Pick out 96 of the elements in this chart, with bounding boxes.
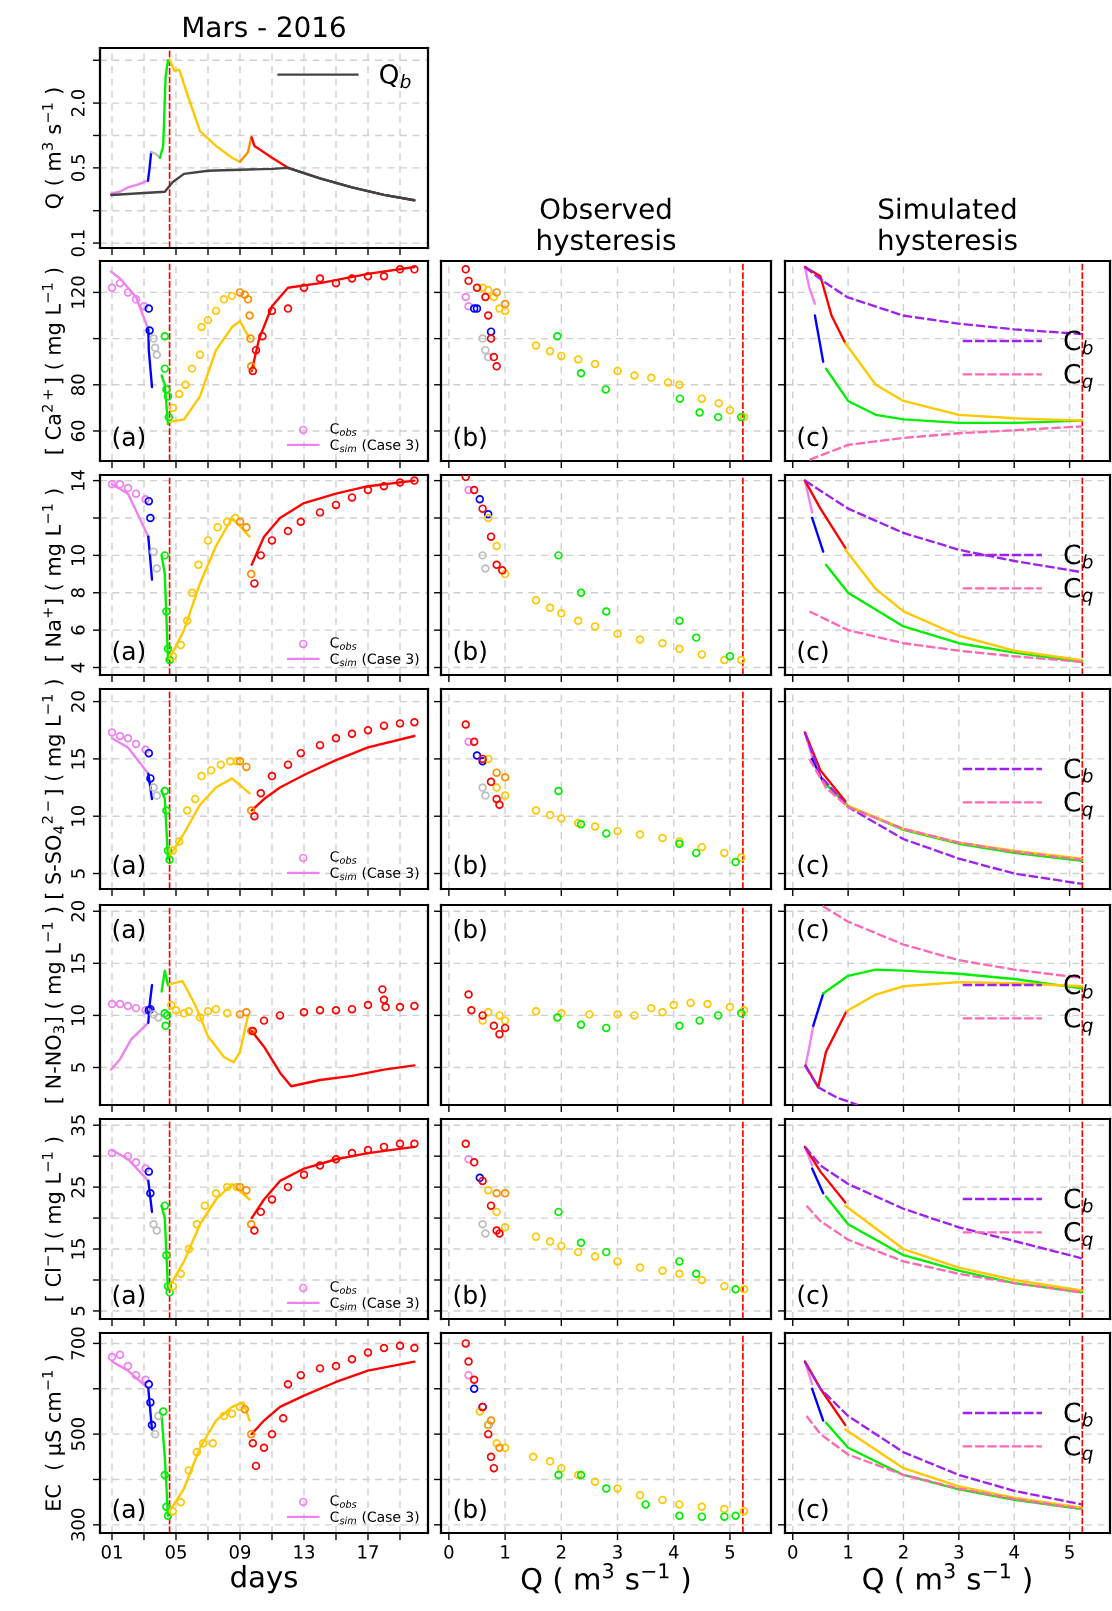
x-tick-label: 5 <box>1065 1545 1074 1559</box>
y-tick-label: 700 <box>71 1327 85 1360</box>
legend-label: C$_{sim}$ (Case 3) <box>330 867 419 881</box>
y-tick-label: 300 <box>71 1508 85 1541</box>
annotation: (c) <box>798 1284 828 1308</box>
annotation: (a) <box>113 1498 145 1522</box>
y-tick-label: 15 <box>71 1239 85 1259</box>
x-tick-label: 1 <box>844 1545 853 1559</box>
y-tick-label: 4 <box>71 662 85 673</box>
annotation: (b) <box>454 426 486 450</box>
legend-label: C$_{sim}$ (Case 3) <box>330 1297 419 1311</box>
annotation: (b) <box>454 854 486 878</box>
x-tick-label: 17 <box>358 1545 378 1559</box>
x-tick-label: 0 <box>788 1545 798 1559</box>
legend-label: C$_{b}$ <box>1064 758 1093 783</box>
y-axis-title: [ Ca$^{2+}$] ( mg L$^{−1}$ ) <box>41 268 65 454</box>
x-tick-label: 09 <box>229 1545 251 1559</box>
x-axis-title: Q ( m$^{3}$ s$^{−1}$ ) <box>521 1563 690 1594</box>
y-tick-label: 60 <box>71 420 85 442</box>
x-axis-title: Q ( m$^{3}$ s$^{−1}$ ) <box>863 1563 1031 1594</box>
y-tick-label: 35 <box>71 1115 85 1136</box>
chart-title: Simulated hysteresis <box>879 197 1017 256</box>
y-axis-title: Q ( m$^{3}$ s$^{−1}$ ) <box>41 88 64 209</box>
legend-label: C$_{b}$ <box>1064 1402 1093 1427</box>
y-tick-label: 15 <box>71 749 85 769</box>
legend-label: Q$_{b}$ <box>380 64 411 89</box>
x-tick-label: 3 <box>613 1545 622 1559</box>
annotation: (a) <box>113 640 145 664</box>
annotation: (b) <box>454 640 486 664</box>
y-axis-title: EC ( µS cm$^{−1}$ ) <box>42 1356 65 1510</box>
legend-label: C$_{q}$ <box>1064 363 1093 392</box>
legend-label: C$_{sim}$ (Case 3) <box>330 439 419 453</box>
legend-label: C$_{q}$ <box>1064 1435 1093 1464</box>
annotation: (c) <box>798 640 828 664</box>
y-tick-label: 0.1 <box>71 230 85 257</box>
y-tick-label: 5 <box>71 1306 85 1316</box>
annotation: (a) <box>113 1284 145 1308</box>
y-tick-label: 25 <box>71 1177 85 1198</box>
x-tick-label: 2 <box>899 1545 908 1559</box>
legend-label: C$_{sim}$ (Case 3) <box>330 1511 419 1525</box>
x-tick-label: 3 <box>954 1545 964 1559</box>
y-tick-label: 5 <box>71 869 85 878</box>
annotation: (b) <box>454 1498 486 1522</box>
y-axis-title: [ Na$^{+}$] ( mg L$^{−1}$ ) <box>42 489 65 661</box>
annotation: (a) <box>113 854 145 878</box>
legend-label: C$_{q}$ <box>1064 1007 1093 1036</box>
legend-label: C$_{obs}$ <box>330 1281 357 1294</box>
x-tick-label: 0 <box>444 1545 454 1559</box>
annotation: (a) <box>113 919 145 942</box>
y-tick-label: 20 <box>71 691 85 712</box>
y-tick-label: 500 <box>71 1418 85 1450</box>
x-tick-label: 1 <box>501 1545 510 1559</box>
legend-label: C$_{q}$ <box>1064 791 1093 820</box>
annotation: (a) <box>113 426 145 450</box>
annotation: (c) <box>798 919 828 942</box>
y-axis-title: [ N-NO$_{3}$] ( mg L$^{−1}$ ) <box>42 907 65 1103</box>
y-axis-title: [ S-SO$_{4}$$^{2−}$] ( mg L$^{−1}$ ) <box>41 680 65 898</box>
x-tick-label: 5 <box>725 1545 735 1559</box>
y-tick-label: 5 <box>71 1063 85 1072</box>
annotation: (b) <box>454 1284 486 1308</box>
legend-label: C$_{q}$ <box>1064 577 1093 606</box>
chart-title: Observed hysteresis <box>538 197 676 256</box>
x-tick-label: 13 <box>294 1545 315 1559</box>
legend-label: C$_{obs}$ <box>330 423 357 436</box>
y-tick-label: 120 <box>71 276 85 308</box>
legend-label: C$_{b}$ <box>1064 330 1093 355</box>
x-tick-label: 4 <box>1009 1545 1019 1559</box>
y-tick-label: 15 <box>71 953 85 973</box>
y-tick-label: 14 <box>71 470 85 491</box>
annotation: (b) <box>454 919 486 942</box>
legend-label: C$_{b}$ <box>1064 544 1093 569</box>
y-tick-label: 2.0 <box>71 89 85 117</box>
chart-title: Mars - 2016 <box>184 16 345 38</box>
legend-label: C$_{obs}$ <box>330 637 357 650</box>
legend-label: C$_{sim}$ (Case 3) <box>330 653 419 667</box>
x-axis-title: days <box>231 1565 297 1594</box>
annotation: (c) <box>798 426 828 450</box>
y-tick-label: 10 <box>71 805 85 826</box>
y-tick-label: 8 <box>71 588 85 598</box>
legend-label: C$_{obs}$ <box>330 1495 357 1508</box>
y-tick-label: 20 <box>71 900 85 922</box>
x-tick-label: 2 <box>556 1545 566 1559</box>
annotation: (c) <box>798 1498 828 1522</box>
y-tick-label: 6 <box>71 625 85 635</box>
y-tick-label: 0.5 <box>71 155 85 182</box>
y-tick-label: 10 <box>71 545 85 565</box>
x-tick-label: 01 <box>101 1545 122 1559</box>
legend-label: C$_{obs}$ <box>330 851 357 864</box>
legend-label: C$_{b}$ <box>1064 1188 1093 1213</box>
y-tick-label: 10 <box>71 1005 85 1025</box>
annotation: (c) <box>798 854 828 878</box>
legend-label: C$_{q}$ <box>1064 1221 1093 1250</box>
x-tick-label: 4 <box>668 1545 679 1559</box>
y-axis-title: [ Cl$^{−}$] ( mg L$^{−1}$ ) <box>42 1137 65 1301</box>
y-tick-label: 80 <box>71 374 85 396</box>
x-tick-label: 05 <box>165 1545 186 1559</box>
